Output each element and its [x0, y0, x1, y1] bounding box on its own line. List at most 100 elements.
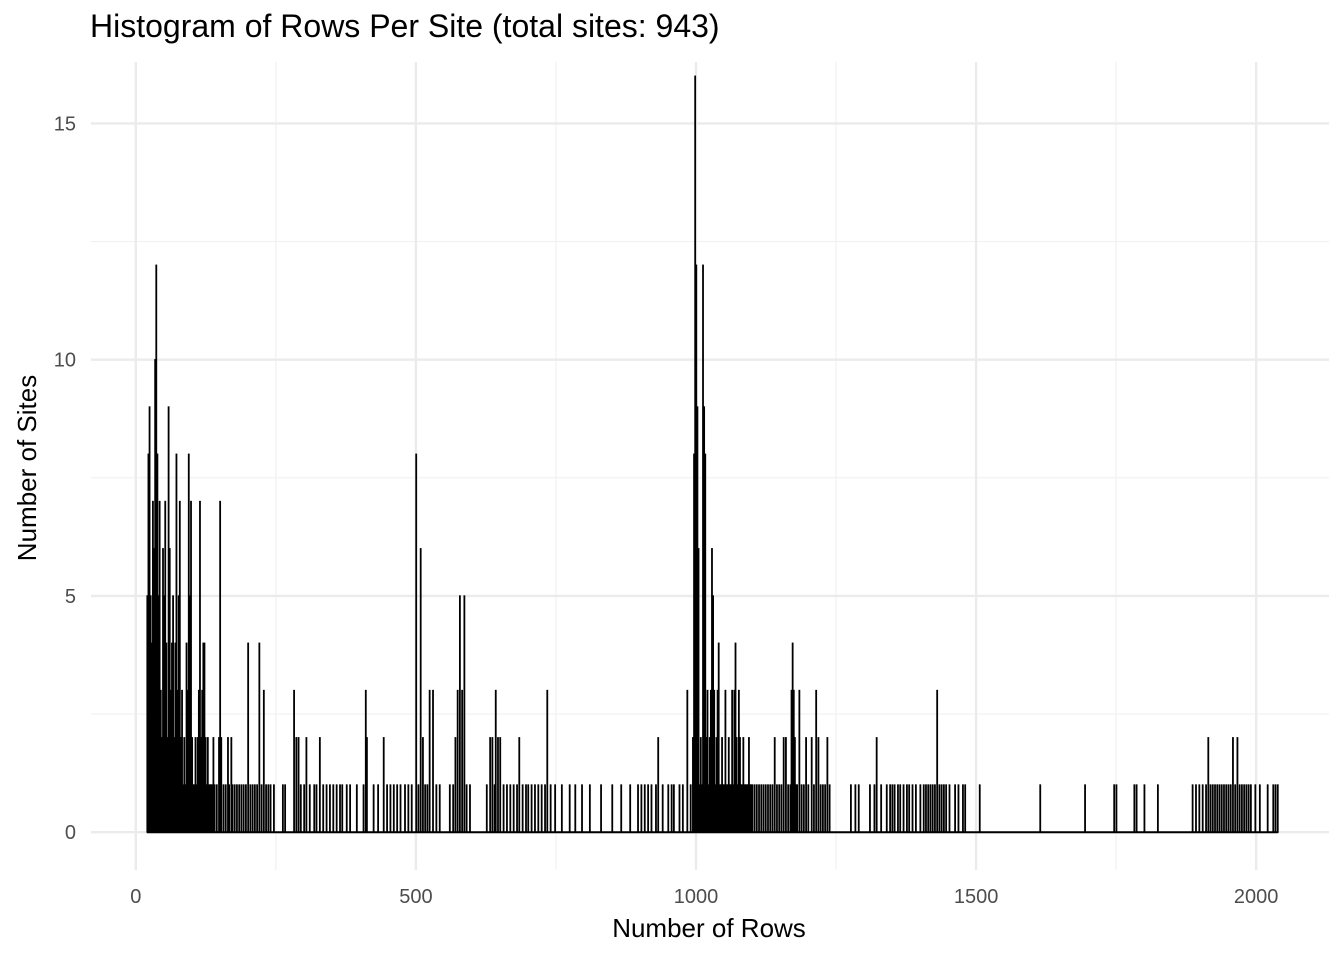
histogram-bar [795, 784, 797, 833]
histogram-bar [236, 784, 238, 833]
histogram-bar [721, 737, 723, 833]
histogram-bar [260, 784, 263, 833]
y-tick-label: 10 [54, 350, 76, 372]
histogram-bar [212, 737, 215, 833]
histogram-bar [200, 737, 202, 833]
histogram-bar [726, 784, 729, 833]
histogram-bar [554, 784, 557, 833]
histogram-bar [181, 689, 183, 833]
histogram-bar [1227, 784, 1230, 833]
histogram-bar [938, 784, 941, 833]
histogram-bar [1274, 784, 1277, 833]
histogram-bar [854, 784, 857, 833]
histogram-bar [165, 642, 168, 833]
histogram-bar [448, 784, 451, 833]
histogram-bar [796, 784, 799, 833]
histogram-bar [146, 595, 149, 833]
histogram-bar [419, 548, 422, 833]
histogram-bar [233, 784, 236, 833]
histogram-bar [461, 689, 464, 833]
histogram-bar [637, 784, 639, 833]
histogram-bar [155, 264, 158, 833]
histogram-bar [725, 784, 728, 833]
x-tick-label: 1500 [954, 886, 999, 908]
histogram-bar [506, 784, 508, 833]
histogram-bar [435, 784, 438, 833]
histogram-bar [527, 784, 530, 833]
histogram-bar [696, 406, 699, 833]
histogram-bar [741, 784, 744, 833]
histogram-bar [204, 737, 207, 833]
histogram-bar [778, 784, 781, 833]
histogram-bar [588, 784, 591, 833]
histogram-bar [426, 784, 429, 833]
histogram-bar [262, 689, 265, 833]
histogram-bar [315, 784, 318, 833]
histogram-bar [826, 737, 829, 833]
histogram-bar [857, 784, 860, 833]
histogram-bar [456, 689, 459, 833]
histogram-bar [305, 737, 308, 833]
histogram-bar [208, 784, 210, 833]
histogram-bar [265, 784, 267, 833]
histogram-bar [228, 784, 231, 833]
histogram-bar [817, 737, 820, 833]
histogram-bar [695, 264, 698, 833]
histogram-bar [750, 784, 753, 833]
histogram-bar [875, 737, 878, 833]
histogram-bar [177, 595, 180, 833]
histogram-bar [1191, 784, 1194, 833]
histogram-bar [190, 500, 192, 833]
histogram-bar [705, 737, 708, 833]
histogram-bar [773, 737, 776, 833]
histogram-bar [1113, 784, 1116, 833]
histogram-bar [568, 784, 571, 833]
histogram-bar [819, 784, 822, 833]
histogram-bar [203, 642, 206, 833]
histogram-bar [173, 737, 176, 833]
histogram-bar [299, 784, 302, 833]
histogram-bar [698, 784, 701, 833]
histogram-bar [661, 784, 664, 833]
histogram-bar [171, 642, 173, 833]
histogram-bar [230, 737, 233, 833]
histogram-bar [206, 737, 209, 833]
histogram-bar [281, 784, 284, 833]
histogram-bar [810, 737, 813, 833]
histogram-bar [712, 595, 715, 833]
y-tick-label: 5 [65, 586, 76, 608]
histogram-bar [1195, 784, 1197, 833]
histogram-bar [813, 784, 815, 833]
histogram-bar [574, 784, 577, 833]
histogram-bar [499, 737, 502, 833]
histogram-bar [647, 784, 650, 833]
histogram-bar [1084, 784, 1086, 833]
histogram-bar [769, 784, 772, 833]
histogram-bar [273, 784, 275, 833]
histogram-bar [927, 784, 930, 833]
histogram-bar [183, 737, 186, 833]
histogram-bar [174, 642, 177, 833]
histogram-bar [231, 784, 234, 833]
histogram-bar [245, 784, 247, 833]
histogram-bar [382, 737, 385, 833]
x-axis-title: Number of Rows [612, 913, 806, 943]
histogram-bar [1143, 784, 1146, 833]
histogram-bar [748, 737, 750, 833]
histogram-bar [733, 689, 736, 833]
histogram-bar [785, 737, 787, 833]
histogram-bar [1201, 784, 1204, 833]
histogram-bar [954, 784, 956, 833]
histogram-bar [156, 453, 159, 833]
histogram-bar [267, 784, 270, 833]
histogram-bar [689, 784, 692, 833]
histogram-bar [787, 784, 790, 833]
histogram-bar [815, 689, 818, 833]
histogram-bar [355, 784, 358, 833]
histogram-bar [509, 784, 512, 833]
histogram-bar [706, 689, 709, 833]
histogram-bar [196, 737, 199, 833]
histogram-bar [824, 784, 827, 833]
histogram-bar [776, 784, 778, 833]
histogram-bar [182, 784, 185, 833]
